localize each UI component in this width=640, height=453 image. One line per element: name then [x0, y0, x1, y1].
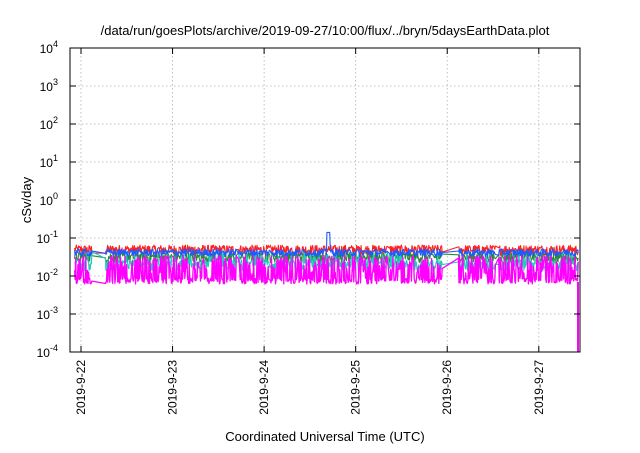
y-tick-label: 10-2: [37, 267, 58, 284]
y-tick-label: 104: [40, 39, 58, 56]
x-tick-label: 2019-9-24: [257, 360, 271, 415]
axis-layer: 104 103 102 101 100 10-1 10-2 10-3 10-4 2019-9-22…: [37, 39, 581, 415]
series-layer: [73, 231, 579, 352]
x-tick-label: 2019-9-22: [74, 360, 88, 415]
grid-layer: [70, 47, 580, 353]
y-tick-label: 10-3: [37, 305, 58, 322]
x-tick-label: 2019-9-25: [349, 360, 363, 415]
y-tick-label: 10-1: [37, 229, 58, 246]
series-line: [74, 231, 579, 257]
series-line: [73, 254, 579, 285]
x-tick-label: 2019-9-27: [532, 360, 546, 415]
y-tick-label: 102: [40, 115, 58, 132]
y-tick-label: 10-4: [37, 343, 58, 360]
plot-frame: [69, 47, 581, 353]
y-axis-title: cSv/day: [19, 176, 34, 223]
x-tick-label: 2019-9-26: [440, 360, 454, 415]
chart-title: /data/run/goesPlots/archive/2019-09-27/1…: [101, 23, 550, 38]
y-tick-label: 101: [40, 153, 58, 170]
x-tick-label: 2019-9-23: [166, 360, 180, 415]
y-tick-label: 103: [40, 77, 58, 94]
x-axis-title: Coordinated Universal Time (UTC): [225, 429, 424, 444]
y-tick-label: 100: [40, 191, 58, 208]
